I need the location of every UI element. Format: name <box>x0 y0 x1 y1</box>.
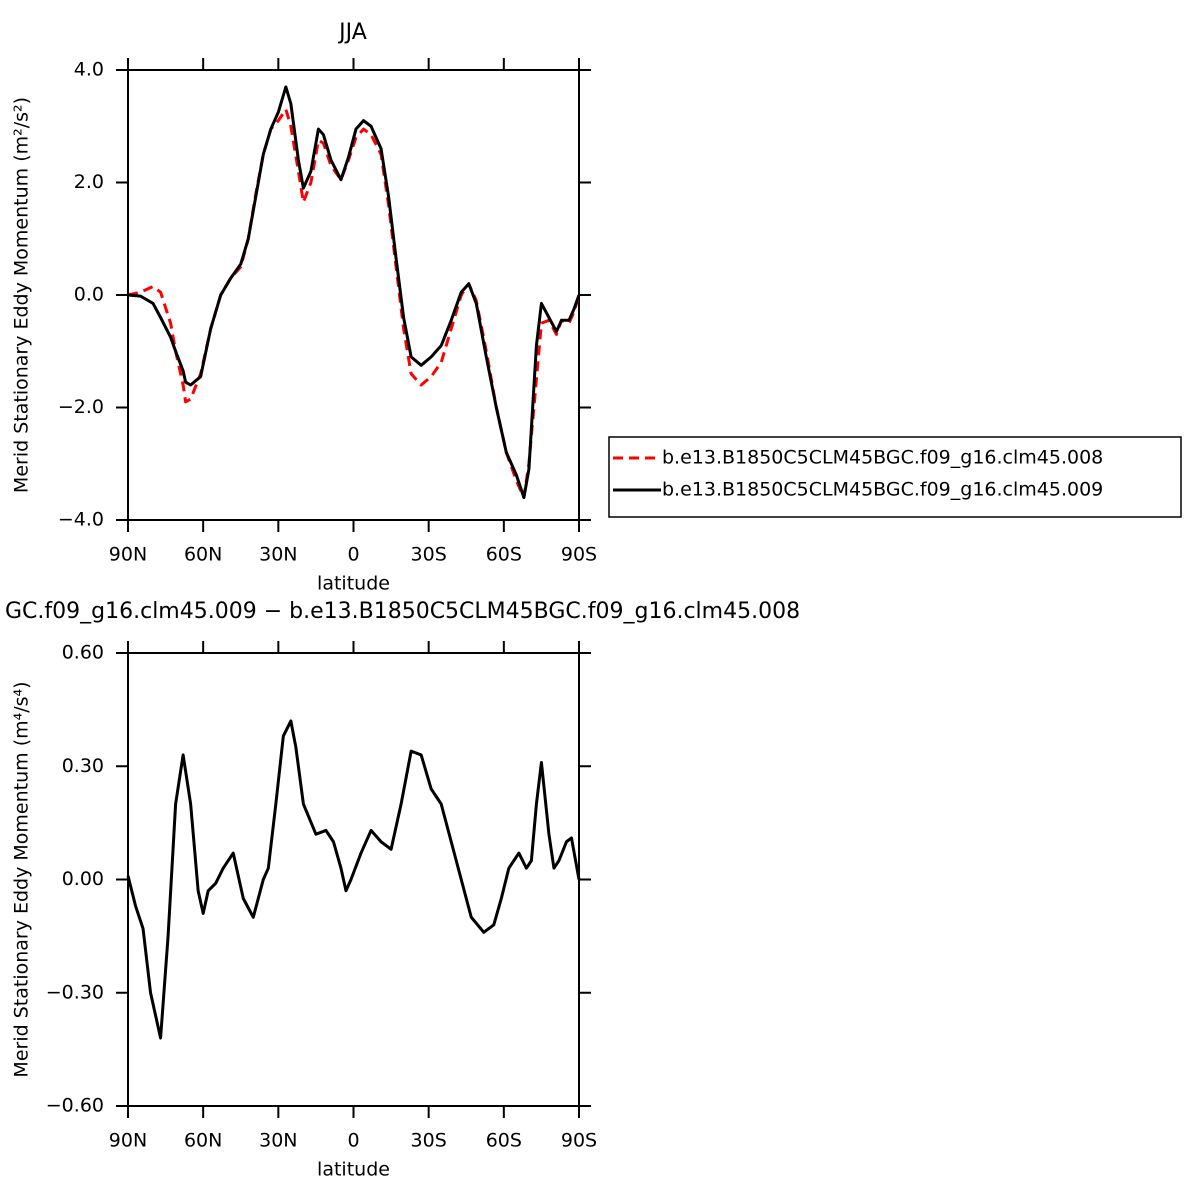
legend-label: b.e13.B1850C5CLM45BGC.f09_g16.clm45.009 <box>662 479 1103 501</box>
y-tick-label: 4.0 <box>74 59 104 81</box>
y-axis-label: Merid Stationary Eddy Momentum (m⁴/s⁴) <box>11 681 33 1077</box>
y-tick-label: −0.60 <box>46 1095 104 1117</box>
chart-title: JJA <box>337 20 367 45</box>
x-tick-label: 30S <box>411 544 447 566</box>
data-line <box>126 719 581 1040</box>
y-tick-label: −4.0 <box>58 509 104 531</box>
y-tick-label: −0.30 <box>46 981 104 1003</box>
x-tick-label: 60N <box>184 544 222 566</box>
x-axis-label: latitude <box>317 1159 390 1181</box>
x-tick-label: 90S <box>561 544 597 566</box>
x-tick-label: 0 <box>347 544 359 566</box>
y-axis-label: Merid Stationary Eddy Momentum (m²/s²) <box>11 97 33 493</box>
y-tick-label: 0.0 <box>74 284 104 306</box>
x-tick-label: 60N <box>184 1130 222 1152</box>
x-tick-label: 60S <box>486 1130 522 1152</box>
data-line <box>127 85 581 499</box>
x-tick-label: 0 <box>347 1130 359 1152</box>
x-axis-label: latitude <box>317 573 390 595</box>
y-tick-label: −2.0 <box>58 396 104 418</box>
y-tick-label: 0.00 <box>62 868 104 890</box>
x-tick-label: 90S <box>561 1130 597 1152</box>
plot-frame <box>127 652 580 1107</box>
x-tick-label: 90N <box>109 1130 147 1152</box>
x-tick-label: 30N <box>259 544 297 566</box>
x-tick-label: 30S <box>411 1130 447 1152</box>
legend-box <box>608 436 1182 518</box>
chart-title: GC.f09_g16.clm45.009 − b.e13.B1850C5CLM4… <box>5 599 800 624</box>
data-line <box>127 107 581 499</box>
legend-label: b.e13.B1850C5CLM45BGC.f09_g16.clm45.008 <box>662 447 1103 469</box>
y-tick-label: 0.30 <box>62 755 104 777</box>
x-tick-label: 30N <box>259 1130 297 1152</box>
y-tick-label: 2.0 <box>74 171 104 193</box>
y-tick-label: 0.60 <box>62 642 104 664</box>
x-tick-label: 60S <box>486 544 522 566</box>
x-tick-label: 90N <box>109 544 147 566</box>
